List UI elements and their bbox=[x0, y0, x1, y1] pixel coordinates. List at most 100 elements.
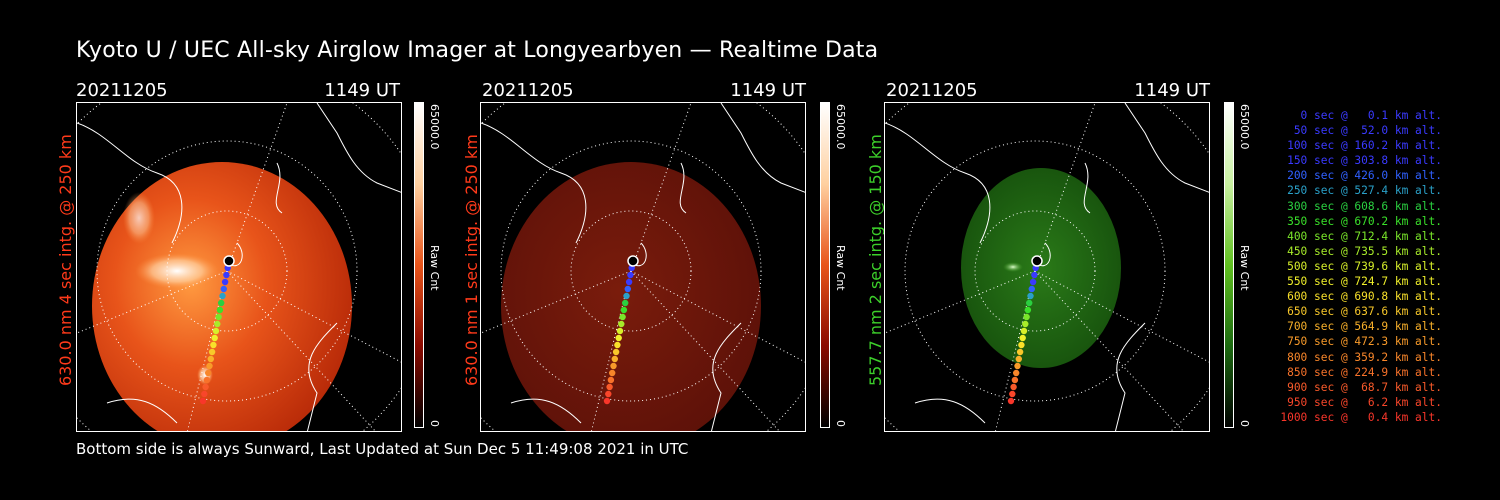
trajectory-point bbox=[624, 285, 631, 293]
panel-3-colorbar-min: 0 bbox=[1238, 420, 1251, 427]
trajectory-point bbox=[606, 383, 613, 391]
trajectory-point bbox=[607, 376, 615, 384]
panel-1-time: 1149 UT bbox=[324, 80, 400, 101]
legend-entry: 600 sec @ 690.8 km alt. bbox=[1287, 290, 1442, 304]
panel-2-date: 20211205 bbox=[482, 80, 574, 101]
trajectory-point bbox=[205, 369, 212, 377]
panel-1-image-svg bbox=[77, 103, 401, 431]
trajectory-point bbox=[616, 327, 624, 335]
coastline-map bbox=[77, 103, 401, 431]
legend-entry: 150 sec @ 303.8 km alt. bbox=[1287, 154, 1442, 168]
geographic-grid bbox=[885, 103, 1209, 431]
panel-3-wavelength-label: 557.7 nm 2 sec intg. @ 150 km bbox=[866, 134, 885, 386]
trajectory-point bbox=[207, 355, 214, 363]
trajectory-point bbox=[208, 348, 216, 356]
auroral-patch bbox=[123, 192, 155, 244]
legend-entry: 700 sec @ 564.9 km alt. bbox=[1287, 320, 1442, 334]
trajectory-point bbox=[625, 278, 633, 286]
trajectory-point bbox=[623, 292, 630, 300]
trajectory-point bbox=[609, 369, 616, 377]
geographic-grid bbox=[77, 103, 401, 431]
page-title: Kyoto U / UEC All-sky Airglow Imager at … bbox=[76, 38, 879, 63]
trajectory-start-marker bbox=[1031, 255, 1043, 267]
trajectory-point bbox=[1013, 369, 1020, 377]
auroral-arc-bright bbox=[135, 253, 219, 289]
footer-note: Bottom side is always Sunward, Last Upda… bbox=[76, 440, 689, 458]
legend-entry: 750 sec @ 472.3 km alt. bbox=[1287, 335, 1442, 349]
trajectory-point bbox=[223, 271, 230, 279]
trajectory-point bbox=[210, 341, 217, 349]
trajectory-point bbox=[603, 397, 611, 405]
trajectory-point bbox=[1027, 292, 1034, 300]
legend-entry: 350 sec @ 670.2 km alt. bbox=[1287, 214, 1442, 228]
trajectory-point bbox=[622, 299, 629, 307]
panel-1-allsky-image bbox=[76, 102, 402, 432]
trajectory-point bbox=[627, 271, 634, 279]
trajectory-start-marker bbox=[223, 255, 235, 267]
trajectory-point bbox=[611, 355, 618, 363]
trajectory-point bbox=[1026, 299, 1033, 307]
trajectory-point bbox=[202, 383, 209, 391]
panel-1-colorbar-max: 65000.0 bbox=[428, 104, 441, 150]
trajectory-point bbox=[605, 390, 612, 398]
legend-entry: 550 sec @ 724.7 km alt. bbox=[1287, 275, 1442, 289]
panel-2-colorbar-unit: Raw Cnt bbox=[834, 245, 847, 291]
trajectory-point bbox=[219, 292, 226, 300]
trajectory-point bbox=[214, 320, 221, 328]
trajectory-point bbox=[1028, 285, 1035, 293]
legend-entry: 0 sec @ 0.1 km alt. bbox=[1300, 109, 1442, 122]
panel-3-colorbar-unit: Raw Cnt bbox=[1238, 245, 1251, 291]
legend-entry: 900 sec @ 68.7 km alt. bbox=[1287, 380, 1442, 394]
trajectory-point bbox=[212, 327, 220, 335]
trajectory-point bbox=[1020, 327, 1028, 335]
allsky-field-ellipse bbox=[501, 162, 761, 431]
trajectory-point bbox=[1019, 334, 1026, 342]
trajectory-point bbox=[618, 320, 625, 328]
legend-entry: 1000 sec @ 0.4 km alt. bbox=[1280, 410, 1442, 424]
panel-1-colorbar-unit: Raw Cnt bbox=[428, 245, 441, 291]
panel-1-colorbar-min: 0 bbox=[428, 420, 441, 427]
legend-entry: 50 sec @ 52.0 km alt. bbox=[1293, 124, 1442, 138]
trajectory-point bbox=[218, 299, 225, 307]
trajectory-start-marker bbox=[627, 255, 639, 267]
panel-2-image-svg bbox=[481, 103, 805, 431]
trajectory-point bbox=[1014, 362, 1021, 370]
trajectory-point bbox=[1023, 313, 1030, 321]
trajectory-point bbox=[1009, 390, 1016, 398]
trajectory-point bbox=[1007, 397, 1015, 405]
coastline-map bbox=[481, 103, 805, 431]
trajectory-point bbox=[1015, 355, 1022, 363]
panel-3-colorbar-max: 65000.0 bbox=[1238, 104, 1251, 150]
legend-entry: 450 sec @ 735.5 km alt. bbox=[1287, 244, 1442, 258]
trajectory-point bbox=[1010, 383, 1017, 391]
legend-entry: 400 sec @ 712.4 km alt. bbox=[1287, 229, 1442, 243]
panel-3-colorbar bbox=[1224, 102, 1234, 428]
panel-2-colorbar bbox=[820, 102, 830, 428]
trajectory-point bbox=[220, 285, 227, 293]
allsky-field-ellipse bbox=[961, 168, 1121, 368]
panel-3-time: 1149 UT bbox=[1134, 80, 1210, 101]
trajectory-point bbox=[203, 376, 211, 384]
legend-entry: 650 sec @ 637.6 km alt. bbox=[1287, 305, 1442, 319]
panel-2-allsky-image bbox=[480, 102, 806, 432]
coastline-map bbox=[885, 103, 1209, 431]
trajectory-point bbox=[199, 397, 207, 405]
legend-entry: 250 sec @ 527.4 km alt. bbox=[1287, 184, 1442, 198]
trajectory-point bbox=[1031, 271, 1038, 279]
legend-entry: 850 sec @ 224.9 km alt. bbox=[1287, 365, 1442, 379]
trajectory-point bbox=[221, 278, 229, 286]
auroral-spot bbox=[1003, 262, 1023, 272]
panel-2-trajectory-track bbox=[603, 255, 639, 405]
panel-1-colorbar bbox=[414, 102, 424, 428]
panel-1-date: 20211205 bbox=[76, 80, 168, 101]
panel-3-allsky-image bbox=[884, 102, 1210, 432]
panel-1-wavelength-label: 630.0 nm 4 sec intg. @ 250 km bbox=[56, 134, 75, 386]
trajectory-point bbox=[201, 390, 208, 398]
legend-entry: 800 sec @ 359.2 km alt. bbox=[1287, 350, 1442, 364]
geographic-grid bbox=[481, 103, 805, 431]
trajectory-point bbox=[211, 334, 218, 342]
panel-3-image-svg bbox=[885, 103, 1209, 431]
trajectory-point bbox=[215, 313, 222, 321]
legend-entry: 500 sec @ 739.6 km alt. bbox=[1287, 259, 1442, 273]
panel-2-wavelength-label: 630.0 nm 1 sec intg. @ 250 km bbox=[462, 134, 481, 386]
